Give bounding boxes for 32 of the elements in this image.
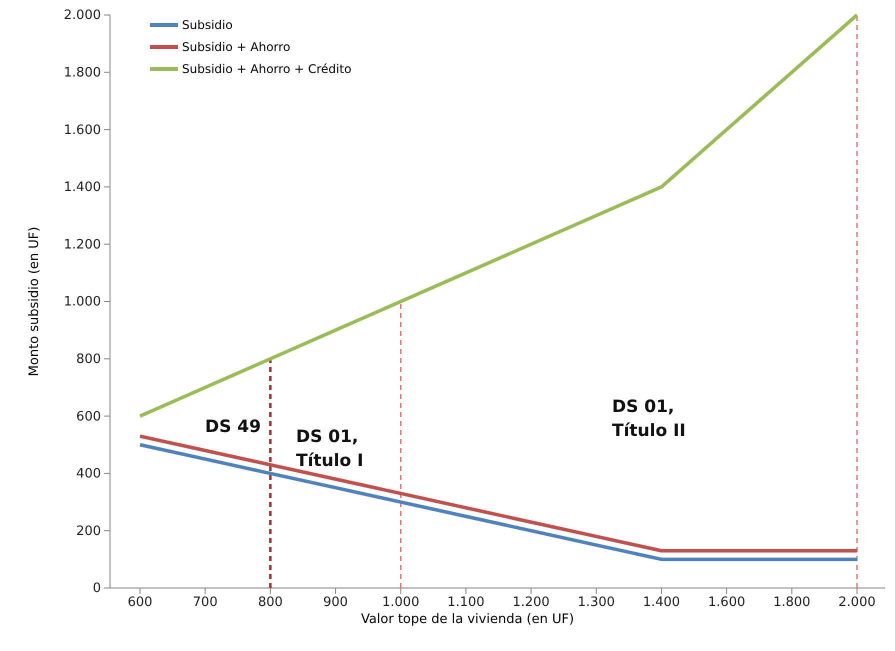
x-tick-label: 1.200 [512,595,550,610]
legend-label: Subsidio [182,18,233,32]
x-tick-label: 900 [323,595,348,610]
x-tick-label: 600 [128,595,152,610]
y-tick-label: 200 [76,524,101,539]
legend-label: Subsidio + Ahorro + Crédito [182,62,352,76]
y-tick-label: 400 [76,466,101,482]
x-tick-label: 800 [258,595,283,610]
x-tick-label: 1.000 [382,595,420,610]
x-tick-label: 2.000 [838,595,876,610]
x-tick-label: 1.400 [642,595,680,610]
y-tick-label: 600 [76,409,101,424]
legend-label: Subsidio + Ahorro [182,40,290,54]
x-tick-label: 1.600 [708,595,746,610]
y-tick-label: 1.000 [64,294,101,310]
y-tick-label: 1.400 [64,180,101,196]
y-tick-label: 800 [76,352,101,367]
annotation: DS 01, Título I [296,427,364,471]
x-tick-label: 1.800 [773,595,810,610]
annotation: DS 01, Título II [612,397,686,441]
y-tick-label: 0 [92,581,101,596]
x-tick-label: 1.100 [447,595,485,610]
line-series [138,13,859,418]
y-tick-label: 1.200 [64,237,101,252]
y-tick-label: 1.800 [64,65,101,80]
annotation: DS 49 [205,417,261,437]
y-axis-title: Monto subsidio (en UF) [27,226,42,376]
x-axis-title: Valor tope de la vivienda (en UF) [360,612,574,627]
y-tick-label: 1.600 [64,122,101,138]
x-tick-label: 700 [192,595,218,610]
x-tick-label: 1.300 [578,595,615,610]
y-tick-label: 2.000 [64,8,101,24]
